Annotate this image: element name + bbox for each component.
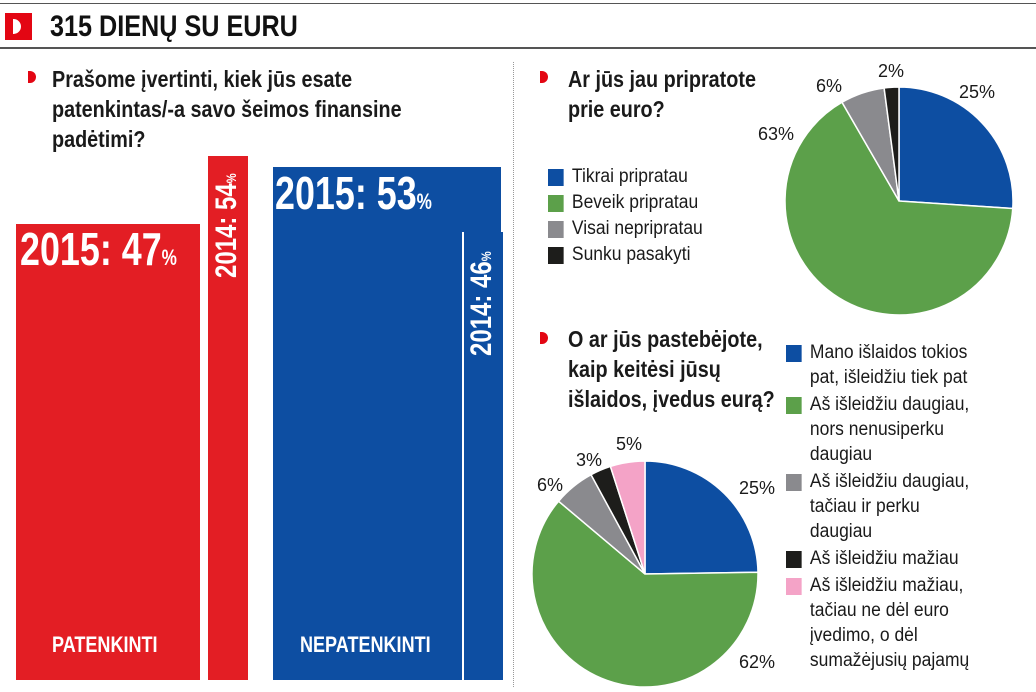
legend-label-line: nors nenusiperku <box>809 419 945 440</box>
legend-item: Visai nepripratau <box>548 216 703 242</box>
data-label-unsatisfied-2015: 2015: 53% <box>275 170 432 225</box>
legend-item: Sunku pasakyti <box>548 242 703 268</box>
legend-item: Beveik pripratau <box>548 190 703 216</box>
pie2-question: O ar jūs pastebėjote, kaip keitėsi jūsų … <box>568 324 775 414</box>
pie2-value-label-2: 6% <box>537 475 563 495</box>
legend-item: Aš išleidžiu daugiau, nors nenusiperku dau… <box>786 392 969 467</box>
question-line: padėtimi? <box>52 126 146 152</box>
legend-label: Sunku pasakyti <box>571 244 691 265</box>
legend-label-line: Aš išleidžiu mažiau <box>809 548 959 569</box>
question-line: Ar jūs jau pripratote <box>568 66 756 92</box>
category-label-satisfied: PATENKINTI <box>52 632 158 657</box>
bar-satisfied-2014 <box>208 156 248 680</box>
pie1-slice-0 <box>898 86 1014 210</box>
pie2-value-label-0: 25% <box>739 478 775 498</box>
pie1-question: Ar jūs jau pripratote prie euro? <box>568 64 756 124</box>
question-line: prie euro? <box>568 96 665 122</box>
column-divider <box>513 62 514 687</box>
newspaper-logo-icon <box>5 13 32 40</box>
legend-swatch <box>786 578 802 595</box>
bar-chart-question: Prašome įvertinti, kiek jūs esate patenk… <box>52 64 402 154</box>
legend-label-line: įvedimo, o dėl <box>809 625 918 646</box>
header-divider <box>0 47 1036 49</box>
legend-label-line: tačiau ne dėl euro <box>809 600 949 621</box>
data-label-unit: % <box>416 189 432 214</box>
legend-swatch <box>786 551 802 568</box>
legend-item: Aš išleidžiu mažiau, tačiau ne dėl euro įv… <box>786 573 969 673</box>
data-label-value: 2015: 47 <box>20 223 162 275</box>
top-rule <box>0 3 1036 4</box>
legend-swatch <box>548 221 564 238</box>
question-bullet-icon <box>540 71 548 83</box>
bar-unsatisfied-2014 <box>462 232 503 680</box>
legend-label-line: tačiau ir perku <box>809 496 920 517</box>
legend-label-line: Aš išleidžiu mažiau, <box>809 575 964 596</box>
legend-label-line: Aš išleidžiu daugiau, <box>809 471 970 492</box>
pie2-value-label-3: 3% <box>576 450 602 470</box>
data-label-satisfied-2015: 2015: 47% <box>20 226 177 281</box>
legend-label-line: Aš išleidžiu daugiau, <box>809 394 970 415</box>
data-label-unit: % <box>161 245 177 270</box>
question-bullet-icon <box>28 71 36 83</box>
question-line: kaip keitėsi jūsų <box>568 356 721 382</box>
legend-item: Aš išleidžiu mažiau <box>786 546 969 571</box>
question-bullet-icon <box>540 332 548 344</box>
legend-label-line: daugiau <box>809 521 873 542</box>
legend-label: Tikrai pripratau <box>571 166 688 187</box>
pie1-value-label-2: 6% <box>816 76 842 96</box>
legend-swatch <box>786 474 802 491</box>
pie1-value-label-1: 63% <box>758 124 794 144</box>
page-title: 315 DIENŲ SU EURU <box>50 10 298 43</box>
legend-label-line: daugiau <box>809 444 873 465</box>
legend-swatch <box>548 195 564 212</box>
pie2-slice-1 <box>531 500 759 688</box>
legend-label-line: pat, išleidžiu tiek pat <box>809 367 968 388</box>
legend-label-line: Mano išlaidos tokios <box>809 342 968 363</box>
pie2-legend: Mano išlaidos tokios pat, išleidžiu tiek … <box>786 340 985 673</box>
legend-item: Mano išlaidos tokios pat, išleidžiu tiek … <box>786 340 969 390</box>
question-line: Prašome įvertinti, kiek jūs esate <box>52 66 353 92</box>
bar-satisfied-2015 <box>16 224 200 680</box>
legend-swatch <box>786 345 802 362</box>
legend-swatch <box>786 397 802 414</box>
legend-label: Beveik pripratau <box>571 192 699 213</box>
question-line: patenkintas/-a savo šeimos finansine <box>52 96 402 122</box>
pie2-value-label-1: 62% <box>739 652 775 672</box>
category-label-unsatisfied: NEPATENKINTI <box>300 632 431 657</box>
legend-item: Aš išleidžiu daugiau, tačiau ir perku daug… <box>786 469 969 544</box>
legend-label: Visai nepripratau <box>571 218 703 239</box>
pie2-slice-0 <box>644 460 759 575</box>
legend-label-line: sumažėjusių pajamų <box>809 650 970 671</box>
pie2-value-label-4: 5% <box>616 434 642 454</box>
question-line: O ar jūs pastebėjote, <box>568 326 763 352</box>
pie1-slice-1 <box>784 101 1014 316</box>
legend-item: Tikrai pripratau <box>548 164 703 190</box>
pie1-slice-3 <box>883 86 900 202</box>
pie1-legend: Tikrai pripratau Beveik pripratau Visai … <box>548 164 716 268</box>
legend-swatch <box>548 169 564 186</box>
legend-swatch <box>548 247 564 264</box>
data-label-value: 2015: 53 <box>275 167 417 219</box>
pie1-value-label-3: 2% <box>878 61 904 81</box>
pie1-value-label-0: 25% <box>959 82 995 102</box>
question-line: išlaidos, įvedus eurą? <box>568 386 775 412</box>
pie2-slice-4 <box>609 460 646 575</box>
